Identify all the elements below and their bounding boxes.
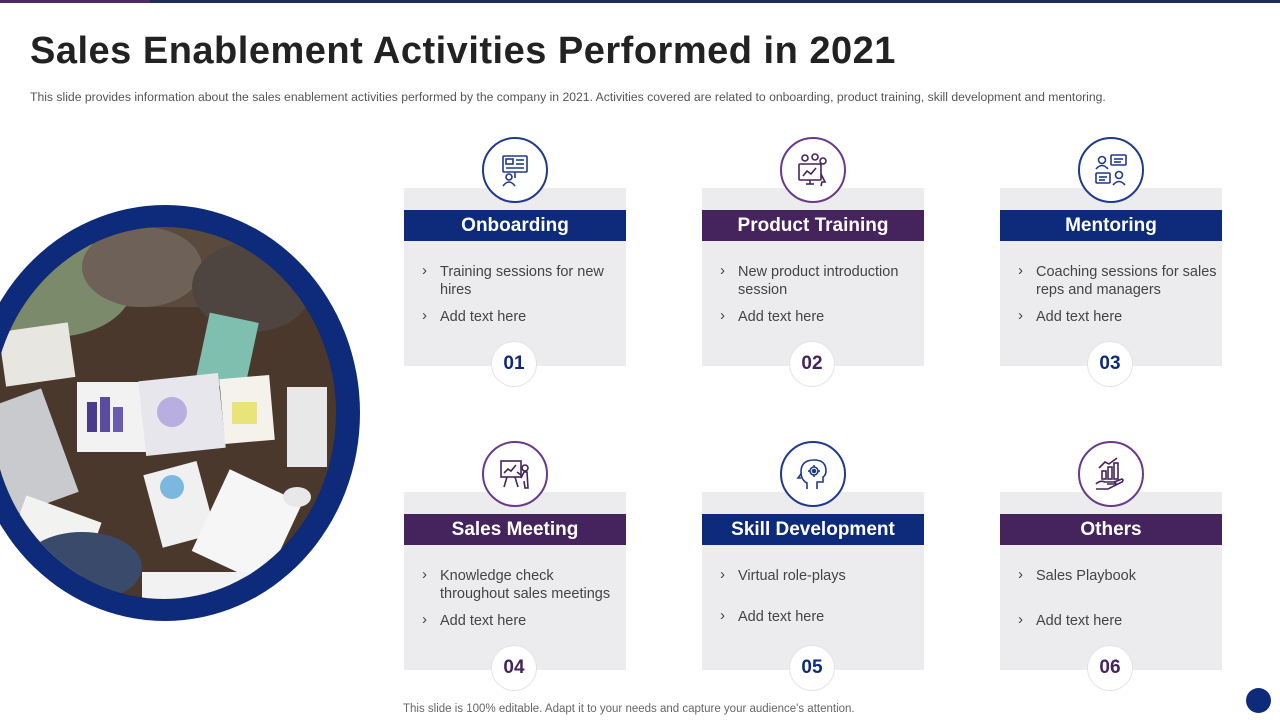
card-title: Skill Development xyxy=(702,514,924,545)
card-bullets: Coaching sessions for sales reps and man… xyxy=(1018,262,1218,335)
team-photo xyxy=(0,205,360,621)
corner-dot xyxy=(1246,688,1271,713)
card-bullet: Coaching sessions for sales reps and man… xyxy=(1018,262,1218,299)
activity-card-product-training: Product Training New product introductio… xyxy=(702,188,924,366)
card-title: Product Training xyxy=(702,210,924,241)
card-title: Onboarding xyxy=(404,210,626,241)
card-bullet: Add text here xyxy=(422,307,622,326)
card-bullet: New product introduction session xyxy=(720,262,920,299)
card-bullet: Add text here xyxy=(720,307,920,326)
head-gear-icon xyxy=(780,441,846,507)
mentoring-people-icon xyxy=(1078,137,1144,203)
card-bullet: Add text here xyxy=(422,611,622,630)
card-bullet: Add text here xyxy=(1018,611,1218,630)
card-bullet: Add text here xyxy=(720,607,920,626)
card-bullet: Add text here xyxy=(1018,307,1218,326)
footer-note: This slide is 100% editable. Adapt it to… xyxy=(403,703,855,715)
card-number-05: 05 xyxy=(790,646,834,690)
card-number-03: 03 xyxy=(1088,342,1132,386)
card-title: Sales Meeting xyxy=(404,514,626,545)
top-accent-bar xyxy=(0,0,1280,3)
card-bullet: Sales Playbook xyxy=(1018,566,1218,585)
card-number-01: 01 xyxy=(492,342,536,386)
card-bullets: Virtual role-plays Add text here xyxy=(720,566,920,635)
activity-card-others: Others Sales Playbook Add text here xyxy=(1000,492,1222,670)
card-title: Others xyxy=(1000,514,1222,545)
presentation-board-icon xyxy=(482,441,548,507)
card-bullet: Training sessions for new hires xyxy=(422,262,622,299)
growth-hand-icon xyxy=(1078,441,1144,507)
card-title: Mentoring xyxy=(1000,210,1222,241)
page-subtitle: This slide provides information about th… xyxy=(30,90,1106,104)
card-bullets: New product introduction session Add tex… xyxy=(720,262,920,335)
card-bullets: Sales Playbook Add text here xyxy=(1018,566,1218,639)
card-bullet: Knowledge check throughout sales meeting… xyxy=(422,566,622,603)
card-number-06: 06 xyxy=(1088,646,1132,690)
activity-card-skill-development: Skill Development Virtual role-plays Add… xyxy=(702,492,924,670)
card-bullet: Virtual role-plays xyxy=(720,566,920,585)
product-training-icon xyxy=(780,137,846,203)
onboarding-screen-icon xyxy=(482,137,548,203)
page-title: Sales Enablement Activities Performed in… xyxy=(30,30,896,72)
card-number-04: 04 xyxy=(492,646,536,690)
activity-card-mentoring: Mentoring Coaching sessions for sales re… xyxy=(1000,188,1222,366)
card-bullets: Knowledge check throughout sales meeting… xyxy=(422,566,622,639)
card-bullets: Training sessions for new hires Add text… xyxy=(422,262,622,335)
team-meeting-photo xyxy=(0,227,336,599)
top-accent-segment xyxy=(0,0,150,3)
card-number-02: 02 xyxy=(790,342,834,386)
activity-card-sales-meeting: Sales Meeting Knowledge check throughout… xyxy=(404,492,626,670)
activity-card-onboarding: Onboarding Training sessions for new hir… xyxy=(404,188,626,366)
